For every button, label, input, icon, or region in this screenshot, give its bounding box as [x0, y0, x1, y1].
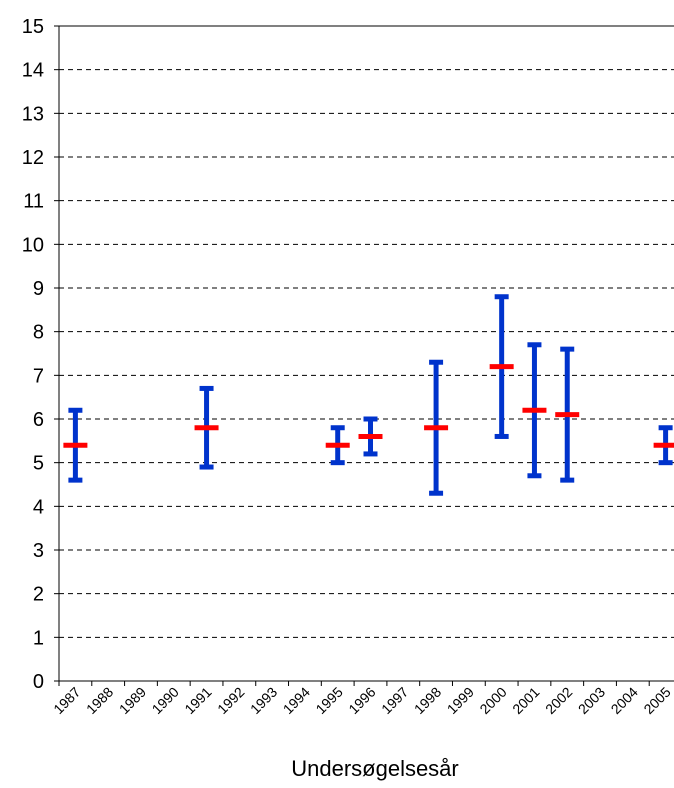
- x-tick-label: 1994: [280, 684, 313, 717]
- y-tick-label: 9: [33, 278, 44, 300]
- y-tick-label: 14: [22, 60, 44, 82]
- x-tick-label: 1989: [116, 684, 149, 717]
- y-tick-label: 15: [22, 16, 44, 38]
- y-tick-label: 11: [23, 191, 44, 213]
- y-tick-label: 2: [33, 584, 44, 606]
- x-tick-label: 1997: [378, 684, 411, 717]
- y-tick-label: 7: [33, 365, 44, 387]
- x-tick-label: 1995: [312, 684, 345, 717]
- x-tick-label: 1993: [247, 684, 280, 717]
- x-tick-label: 1987: [50, 684, 83, 717]
- x-tick-label: 1990: [149, 684, 182, 717]
- x-axis-title: Undersøgelsesår: [291, 756, 459, 781]
- y-tick-label: 8: [33, 322, 44, 344]
- x-tick-label: 2003: [575, 684, 608, 717]
- x-tick-label: 1992: [214, 684, 247, 717]
- x-tick-label: 1991: [181, 684, 214, 717]
- x-tick-label: 1988: [83, 684, 116, 717]
- y-tick-label: 4: [33, 496, 44, 518]
- y-tick-label: 1: [33, 627, 44, 649]
- x-tick-label: 2001: [509, 684, 542, 717]
- x-tick-label: 1999: [444, 684, 477, 717]
- x-tick-label: 1996: [345, 684, 378, 717]
- x-tick-label: 2000: [476, 684, 509, 717]
- x-tick-label: 1998: [411, 684, 444, 717]
- y-tick-label: 0: [33, 671, 44, 693]
- y-tick-label: 12: [22, 147, 44, 169]
- y-tick-label: 6: [33, 409, 44, 431]
- y-tick-label: 13: [22, 103, 44, 125]
- y-tick-label: 5: [33, 453, 44, 475]
- x-tick-label: 2004: [608, 684, 641, 717]
- y-tick-label: 10: [22, 234, 44, 256]
- y-tick-label: 3: [33, 540, 44, 562]
- x-tick-label: 2005: [640, 684, 673, 717]
- x-tick-label: 2002: [542, 684, 575, 717]
- plot-border: [58, 25, 674, 682]
